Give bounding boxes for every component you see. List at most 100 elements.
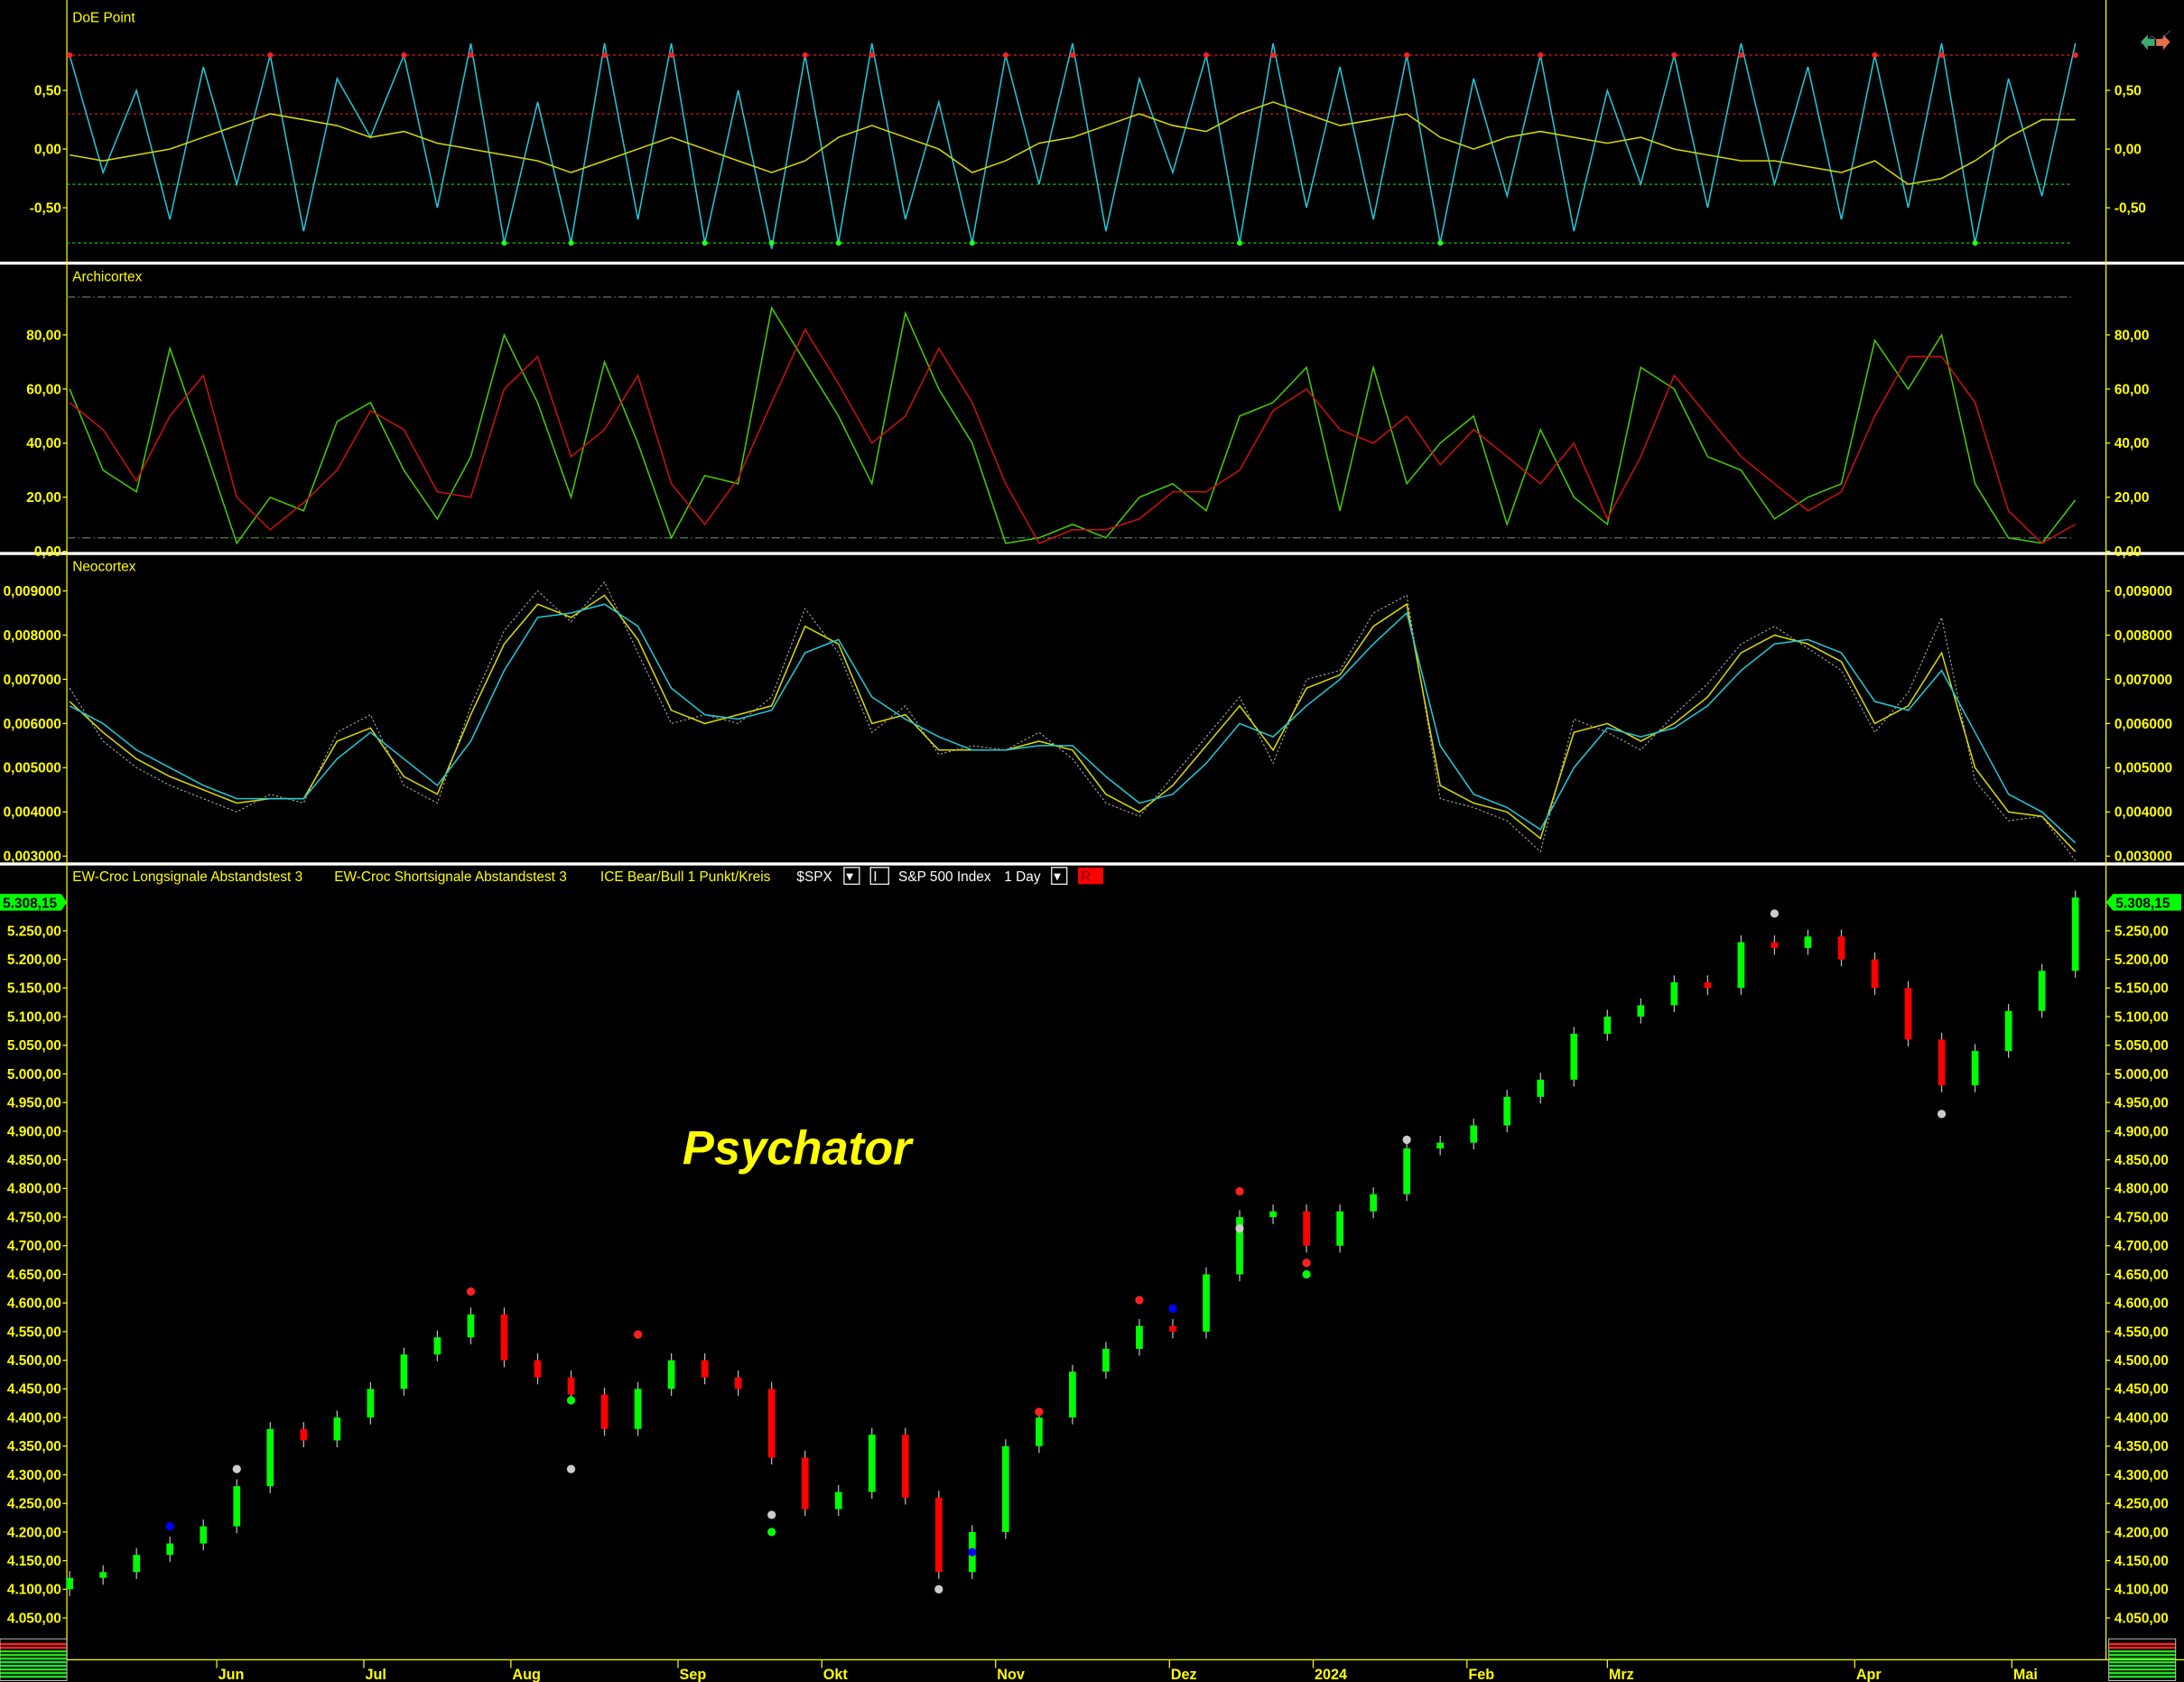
y-tick-label-right: 5.150,00 — [2114, 981, 2169, 997]
y-tick-label-right: -0,50 — [2114, 201, 2146, 217]
candle-body — [1470, 1125, 1478, 1143]
series-line-slow — [69, 603, 2077, 844]
r-button[interactable]: R — [1078, 867, 1103, 885]
candle-body — [1837, 936, 1845, 960]
status-box-border — [0, 1638, 68, 1681]
status-stripe — [2108, 1675, 2176, 1678]
y-tick-label-right: 4.550,00 — [2114, 1324, 2169, 1340]
signal-dot-green — [702, 240, 708, 246]
y-tick-label-left: 0,008000 — [4, 628, 61, 644]
symbol-label[interactable]: $SPX — [796, 869, 832, 885]
candle-body — [801, 1457, 809, 1510]
candle-body — [266, 1428, 274, 1487]
status-stripe — [0, 1675, 68, 1678]
y-tick-label-right: 0,009000 — [2114, 584, 2172, 599]
y-tick-label-right: 80,00 — [2114, 328, 2150, 343]
signal-marker — [232, 1464, 241, 1473]
y-tick-label-right: 4.700,00 — [2114, 1239, 2169, 1254]
interval-dropdown[interactable]: ▾ — [1051, 867, 1068, 885]
y-tick-label-left: 4.900,00 — [7, 1124, 61, 1139]
status-stripe — [2108, 1653, 2176, 1657]
signal-dot-green — [501, 240, 507, 246]
candle-body — [1704, 982, 1712, 989]
candle-body — [467, 1314, 475, 1338]
panel-title-doe-point: DoE Point — [72, 11, 135, 26]
candle-body — [1169, 1325, 1176, 1332]
y-tick-label-left: 4.300,00 — [7, 1468, 61, 1483]
status-stripe — [0, 1646, 68, 1649]
x-tick-label: Jul — [366, 1667, 386, 1682]
y-tick-label-right: 4.100,00 — [2114, 1583, 2169, 1598]
candle-body — [1503, 1096, 1511, 1126]
candle-body — [1938, 1039, 1946, 1086]
signal-dot-red — [401, 51, 407, 59]
symbol-dropdown[interactable]: ▾ — [843, 867, 860, 885]
candle-body — [166, 1543, 174, 1556]
y-tick-label-right: 4.850,00 — [2114, 1153, 2169, 1168]
candle-body — [868, 1435, 876, 1492]
candle-body — [1904, 988, 1912, 1040]
y-tick-label-right: 0,006000 — [2114, 717, 2172, 732]
status-stripe — [0, 1668, 68, 1671]
signal-marker — [767, 1528, 776, 1537]
y-tick-label-left: 0,009000 — [4, 584, 61, 599]
price-label-left: 5.308,15 — [0, 894, 68, 912]
signal-marker — [1235, 1224, 1244, 1233]
y-tick-label-left: 4.150,00 — [7, 1554, 61, 1569]
y-tick-label-right: 4.650,00 — [2114, 1268, 2169, 1283]
interval-label[interactable]: 1 Day — [1004, 869, 1041, 885]
y-tick-label-left: 0,00 — [34, 544, 61, 560]
candle-body — [901, 1435, 909, 1498]
signal-dot-red — [1203, 51, 1210, 59]
mode-dropdown[interactable]: I — [869, 867, 889, 885]
legend-item-short-signals[interactable]: EW-Croc Shortsignale Abstandstest 3 — [334, 869, 567, 885]
y-tick-label-left: 5.050,00 — [7, 1038, 61, 1054]
candle-body — [433, 1337, 441, 1355]
y-tick-label-left: 0,004000 — [4, 805, 61, 821]
y-tick-label-left: 0,007000 — [4, 673, 61, 688]
candle-body — [634, 1389, 642, 1429]
signal-dot-red — [1002, 51, 1008, 59]
legend-item-ice-bear-bull[interactable]: ICE Bear/Bull 1 Punkt/Kreis — [600, 869, 771, 885]
candle-body — [1303, 1211, 1310, 1246]
signal-dot-green — [1236, 240, 1243, 246]
candle-body — [701, 1360, 709, 1378]
nav-arrows-icon[interactable] — [2140, 30, 2171, 51]
legend-item-long-signals[interactable]: EW-Croc Longsignale Abstandstest 3 — [72, 869, 302, 885]
candle-body — [1403, 1148, 1411, 1194]
signal-dot-red — [1938, 51, 1945, 59]
y-tick-label-right: 0,005000 — [2114, 761, 2172, 776]
series-line-raw — [69, 581, 2077, 861]
candle-body — [233, 1486, 241, 1527]
signal-dot-green — [1972, 240, 1978, 246]
series-layer — [66, 42, 2079, 1596]
signal-dot-red — [668, 51, 674, 59]
y-tick-label-left: 20,00 — [26, 490, 61, 506]
status-stripe — [0, 1657, 68, 1660]
y-tick-label-right: 0,003000 — [2114, 850, 2172, 865]
signal-marker — [165, 1521, 174, 1531]
candle-body — [2004, 1010, 2012, 1052]
candle-body — [66, 1577, 73, 1590]
y-tick-label-right: 20,00 — [2114, 490, 2150, 506]
y-tick-label-left: 5.250,00 — [7, 924, 61, 939]
candle-body — [1871, 959, 1879, 989]
y-tick-label-right: 4.300,00 — [2114, 1468, 2169, 1483]
candle-body — [1370, 1194, 1377, 1212]
y-tick-label-right: 40,00 — [2114, 436, 2150, 451]
signal-marker — [1235, 1186, 1244, 1196]
status-stripe — [2108, 1664, 2176, 1668]
y-tick-label-left: 4.700,00 — [7, 1239, 61, 1254]
y-tick-label-left: 4.950,00 — [7, 1096, 61, 1111]
candle-body — [1770, 942, 1779, 948]
y-tick-label-left: 5.100,00 — [7, 1009, 61, 1025]
status-stripe — [2108, 1668, 2176, 1671]
y-tick-label-right: 5.200,00 — [2114, 953, 2169, 968]
y-tick-label-right: 4.150,00 — [2114, 1554, 2169, 1569]
candle-body — [1236, 1217, 1243, 1275]
signal-marker — [466, 1287, 476, 1296]
candle-body — [1570, 1034, 1578, 1080]
y-tick-label-right: 60,00 — [2114, 382, 2150, 397]
